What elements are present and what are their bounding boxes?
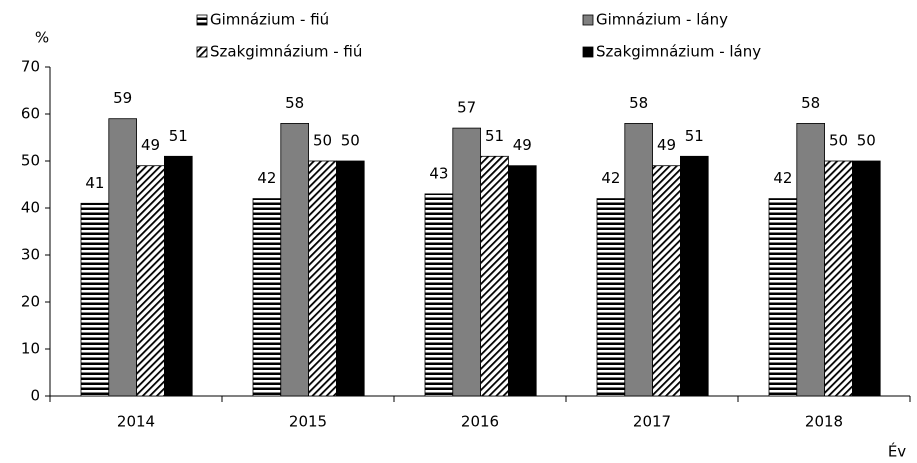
bar xyxy=(80,202,110,397)
bar xyxy=(308,160,337,397)
bar xyxy=(280,123,309,397)
bar xyxy=(252,198,282,397)
bar xyxy=(335,160,365,397)
legend-label: Gimnázium - lány xyxy=(596,11,728,29)
bar xyxy=(824,160,853,397)
data-label: 50 xyxy=(313,132,332,150)
legend-label: Szakgimnázium - lány xyxy=(596,43,761,61)
y-tick-label: 10 xyxy=(21,340,40,358)
x-tick-label: 2016 xyxy=(461,413,499,431)
bar xyxy=(768,198,798,397)
y-tick-label: 50 xyxy=(21,152,40,170)
bar xyxy=(507,165,537,397)
bar xyxy=(163,155,193,397)
bar xyxy=(852,160,881,397)
bar xyxy=(424,193,454,397)
y-axis-label: % xyxy=(35,29,49,47)
data-label: 50 xyxy=(829,132,848,150)
data-label: 58 xyxy=(801,94,820,112)
legend-label: Gimnázium - fiú xyxy=(210,11,329,29)
data-label: 49 xyxy=(513,136,532,154)
data-label: 57 xyxy=(457,99,476,117)
y-tick-label: 0 xyxy=(30,387,40,405)
x-tick-label: 2015 xyxy=(289,413,327,431)
x-axis-label: Év xyxy=(888,442,906,461)
data-label: 51 xyxy=(685,127,704,145)
data-label: 51 xyxy=(169,127,188,145)
data-label: 51 xyxy=(485,127,504,145)
bar xyxy=(452,127,481,397)
data-label: 58 xyxy=(629,94,648,112)
data-label: 50 xyxy=(857,132,876,150)
bar xyxy=(596,198,626,397)
y-tick-label: 40 xyxy=(21,199,40,217)
data-label: 49 xyxy=(657,136,676,154)
legend-swatch xyxy=(196,14,208,26)
bar xyxy=(652,165,681,397)
bar xyxy=(136,165,165,397)
legend-label: Szakgimnázium - fiú xyxy=(210,43,362,61)
data-label: 41 xyxy=(85,174,104,192)
legend-swatch xyxy=(196,46,208,58)
bar xyxy=(480,155,509,397)
x-tick-label: 2014 xyxy=(117,413,155,431)
legend-swatch xyxy=(582,46,594,58)
y-tick-label: 70 xyxy=(21,58,40,76)
data-label: 42 xyxy=(773,169,792,187)
y-tick-label: 60 xyxy=(21,105,40,123)
bar xyxy=(680,155,709,397)
data-label: 43 xyxy=(429,164,448,182)
bar xyxy=(108,118,138,397)
bar xyxy=(624,123,653,397)
data-label: 59 xyxy=(113,89,132,107)
data-label: 50 xyxy=(341,132,360,150)
y-tick-label: 20 xyxy=(21,293,40,311)
x-tick-label: 2018 xyxy=(805,413,843,431)
data-label: 42 xyxy=(601,169,620,187)
data-label: 49 xyxy=(141,136,160,154)
legend-swatch xyxy=(582,14,594,26)
data-label: 58 xyxy=(285,94,304,112)
bar xyxy=(796,123,825,397)
data-label: 42 xyxy=(257,169,276,187)
x-tick-label: 2017 xyxy=(633,413,671,431)
y-tick-label: 30 xyxy=(21,246,40,264)
